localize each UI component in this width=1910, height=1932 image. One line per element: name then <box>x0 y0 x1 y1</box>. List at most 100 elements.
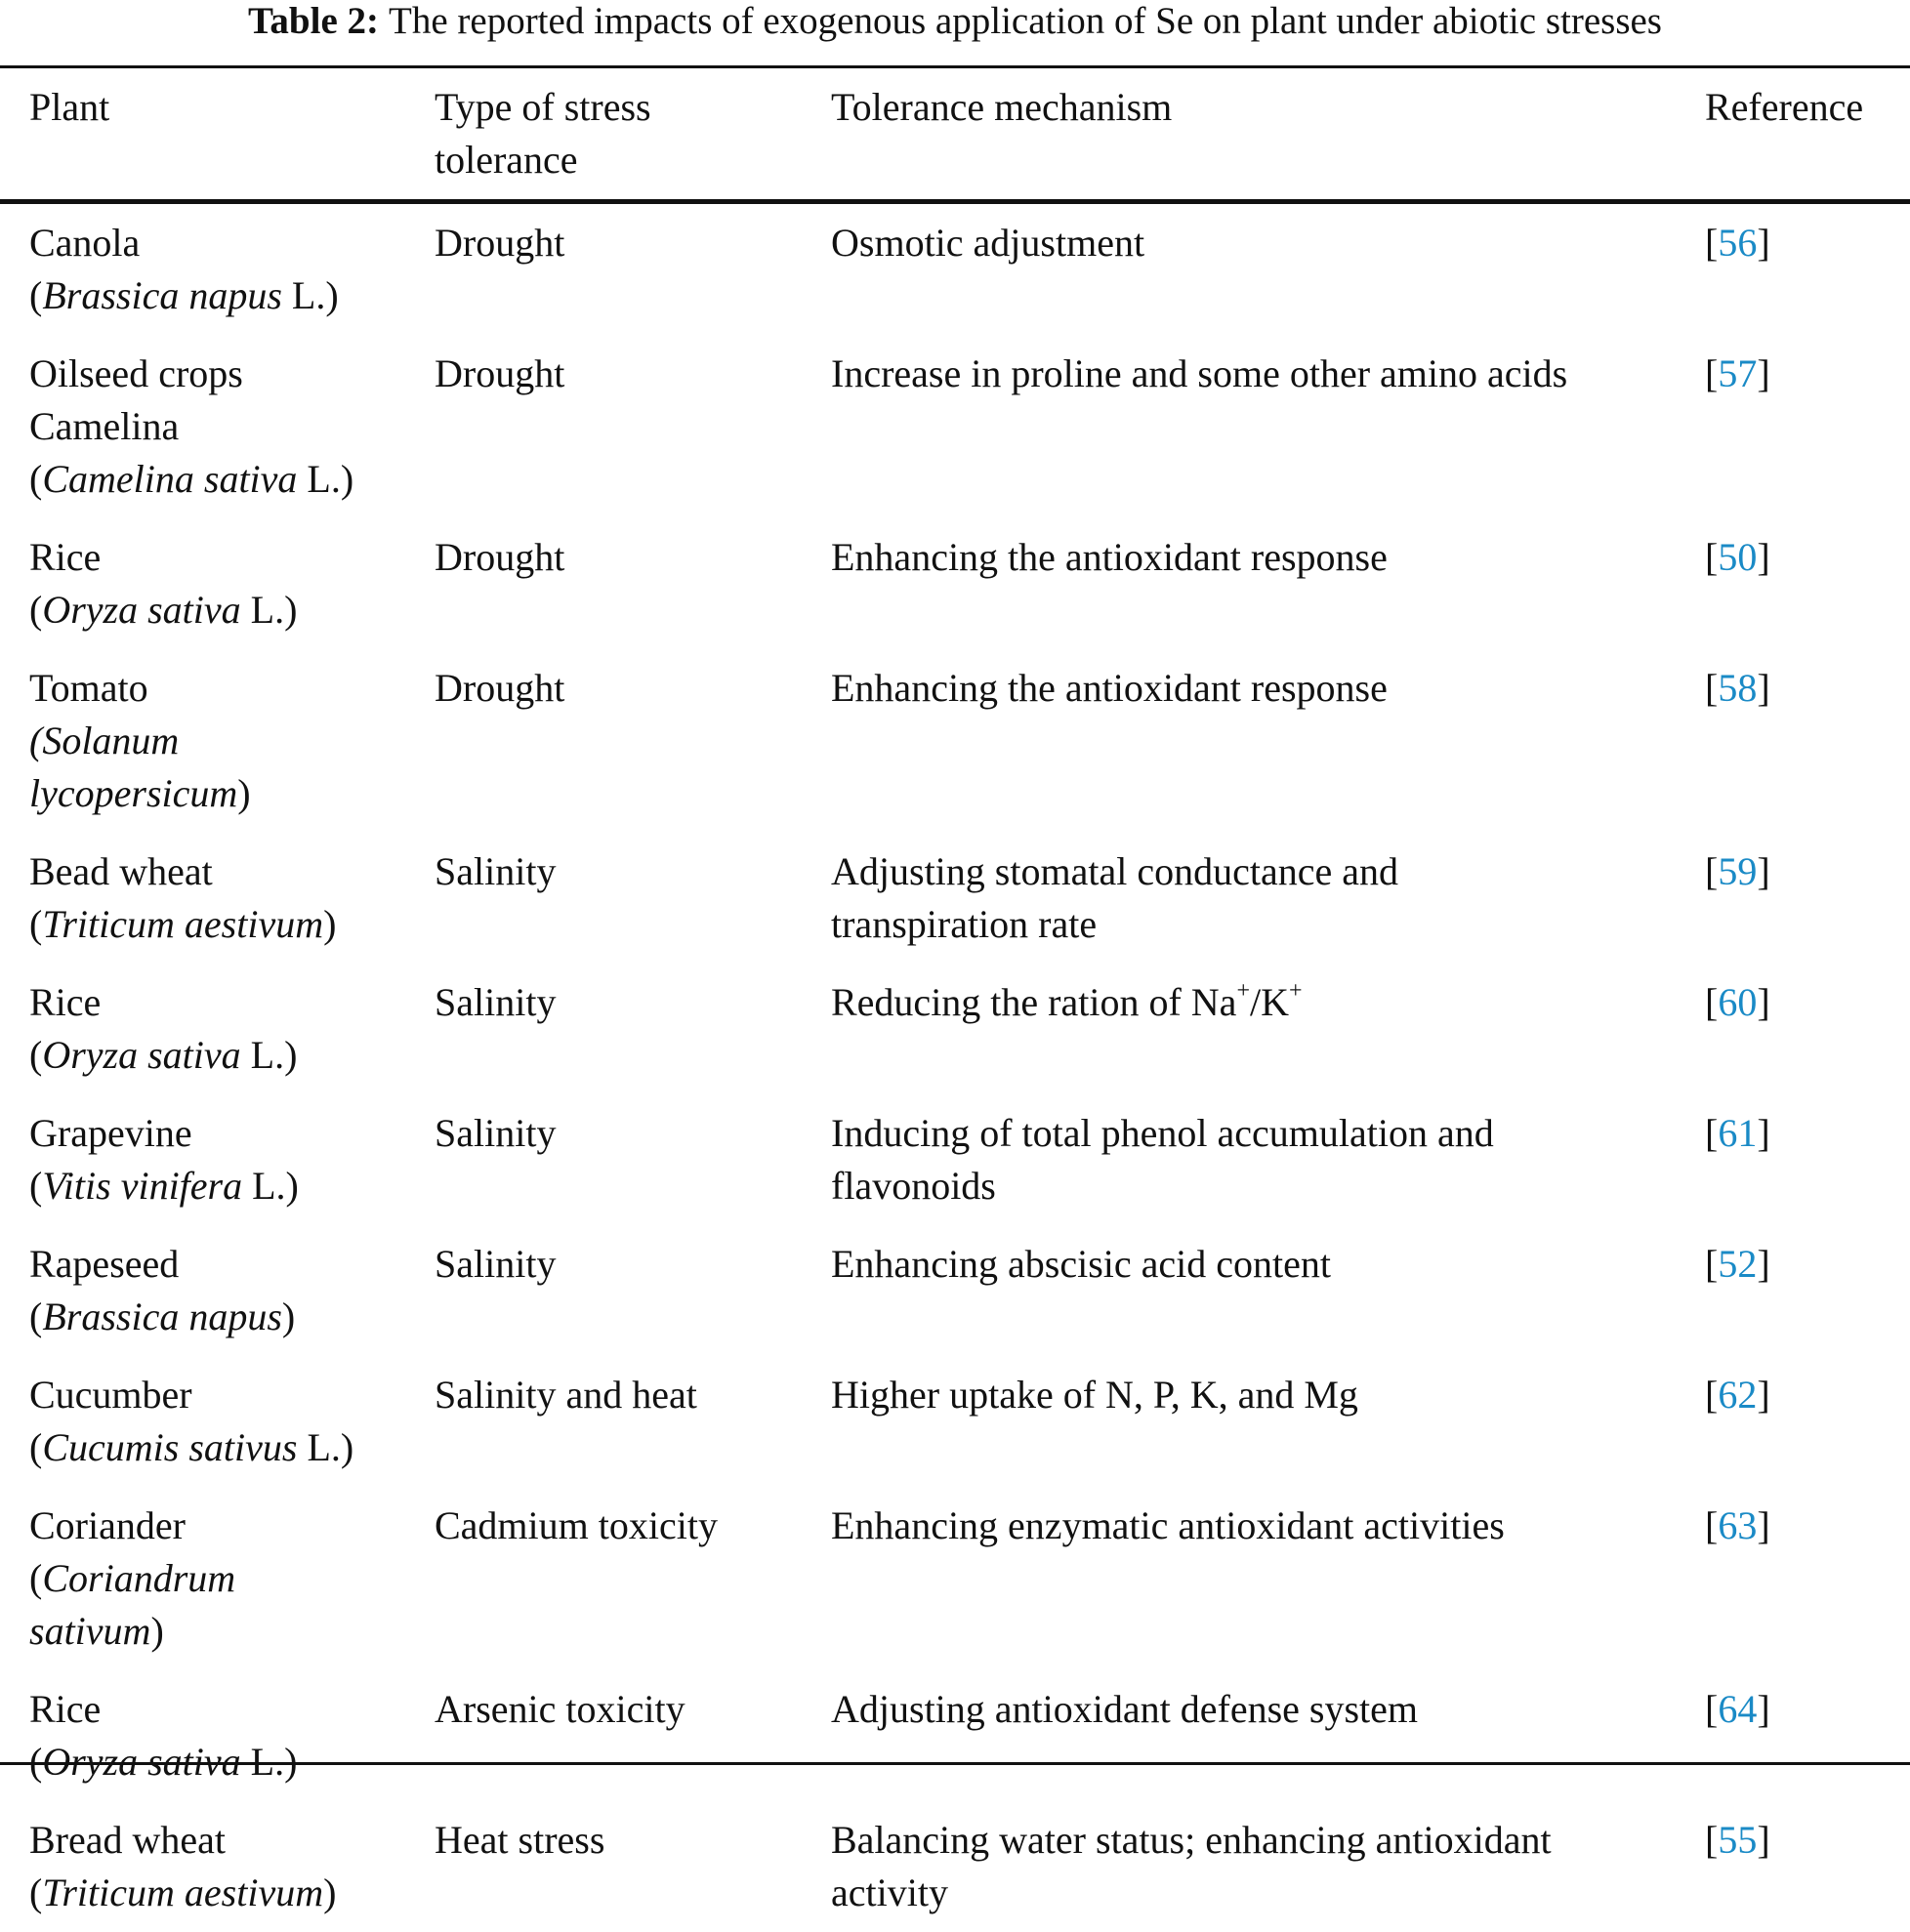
text: Tomato <box>29 666 148 710</box>
text: Cadmium toxicity <box>435 1503 718 1547</box>
text: L.) <box>242 1164 299 1208</box>
cell-line: (Brassica napus L.) <box>29 269 339 322</box>
text: Drought <box>435 666 565 710</box>
scientific-name: lycopersicum <box>29 771 238 815</box>
cell-line: Reducing the ration of Na+/K+ <box>831 976 1303 1029</box>
cell-line: (Cucumis sativus L.) <box>29 1421 353 1474</box>
reference-link[interactable]: 57 <box>1718 351 1758 395</box>
reference-link[interactable]: 55 <box>1718 1818 1758 1862</box>
mechanism-cell: Increase in proline and some other amino… <box>831 348 1567 400</box>
reference-link[interactable]: 52 <box>1718 1242 1758 1286</box>
cell-line: Rice <box>29 531 297 584</box>
text: Enhancing abscisic acid content <box>831 1242 1332 1286</box>
text: ) <box>323 902 337 946</box>
text: ( <box>29 1556 43 1600</box>
text: Heat stress <box>435 1818 605 1862</box>
cell-line: Rice <box>29 976 297 1029</box>
cell-line: (Brassica napus) <box>29 1291 295 1343</box>
reference-cell: [55] <box>1705 1818 1770 1862</box>
stress-type-cell: Salinity <box>435 1238 556 1291</box>
cell-line: Drought <box>435 531 564 584</box>
cell-line: Drought <box>435 348 564 400</box>
text: Rice <box>29 1687 102 1731</box>
mechanism-cell: Enhancing the antioxidant response <box>831 531 1388 584</box>
reference-cell: [62] <box>1705 1373 1770 1417</box>
cell-line: lycopersicum) <box>29 767 251 820</box>
text: ( <box>29 1295 43 1338</box>
cell-line: flavonoids <box>831 1160 1494 1213</box>
reference-link[interactable]: 64 <box>1718 1687 1758 1731</box>
reference-link[interactable]: 60 <box>1718 980 1758 1024</box>
cell-line: Inducing of total phenol accumulation an… <box>831 1107 1494 1160</box>
mechanism-cell: Enhancing the antioxidant response <box>831 662 1388 715</box>
reference-link[interactable]: 56 <box>1718 221 1758 265</box>
cell-line: Heat stress <box>435 1814 604 1867</box>
plant-cell: Bread wheat (Triticum aestivum) <box>29 1814 336 1919</box>
text: Inducing of total phenol accumulation an… <box>831 1111 1494 1155</box>
cell-line: Tolerance mechanism <box>831 81 1172 134</box>
text: Salinity and heat <box>435 1373 697 1417</box>
cell-line: Tomato <box>29 662 251 715</box>
cell-line: sativum) <box>29 1605 235 1658</box>
text: ) <box>323 1870 337 1914</box>
column-header: Type of stress tolerance <box>435 81 651 186</box>
reference-link[interactable]: 59 <box>1718 849 1758 893</box>
cell-line: Salinity and heat <box>435 1369 697 1421</box>
text: Adjusting antioxidant defense system <box>831 1687 1419 1731</box>
cell-line: (Triticum aestivum) <box>29 898 336 951</box>
table-caption: Table 2: The reported impacts of exogenou… <box>0 0 1910 43</box>
table-row: Bead wheat (Triticum aestivum) Salinity Adj… <box>0 833 1910 964</box>
reference-link[interactable]: 62 <box>1718 1373 1758 1417</box>
text: tolerance <box>435 138 578 182</box>
reference-cell: [59] <box>1705 849 1770 893</box>
cell-line: Canola <box>29 217 339 269</box>
superscript: + <box>1236 978 1250 1004</box>
text: ( <box>29 1164 43 1208</box>
plant-cell: Oilseed crops Camelina (Camelina sativa L.… <box>29 348 353 506</box>
top-rule <box>0 65 1910 68</box>
text: Enhancing the antioxidant response <box>831 666 1388 710</box>
stress-type-cell: Salinity <box>435 1107 556 1160</box>
text: Drought <box>435 535 565 579</box>
cell-line: Adjusting stomatal conductance and <box>831 845 1398 898</box>
text: ) <box>150 1609 164 1653</box>
text: activity <box>831 1870 948 1914</box>
cell-line: Rice <box>29 1683 297 1736</box>
scientific-name: Cucumis sativus <box>42 1425 298 1469</box>
text: ( <box>29 588 43 632</box>
cell-line: Rapeseed <box>29 1238 295 1291</box>
text: Adjusting stomatal conductance and <box>831 849 1398 893</box>
text: Rice <box>29 980 102 1024</box>
cell-line: Salinity <box>435 845 556 898</box>
cell-line: Bead wheat <box>29 845 336 898</box>
text: Balancing water status; enhancing antiox… <box>831 1818 1552 1862</box>
cell-line: Higher uptake of N, P, K, and Mg <box>831 1369 1358 1421</box>
stress-type-cell: Salinity <box>435 976 556 1029</box>
scientific-name: Triticum aestivum <box>42 902 324 946</box>
reference-link[interactable]: 50 <box>1718 535 1758 579</box>
scientific-name: Brassica napus <box>42 1295 282 1338</box>
text: Plant <box>29 85 110 129</box>
text: Oilseed crops <box>29 351 243 395</box>
scientific-name: Coriandrum <box>42 1556 236 1600</box>
cell-line: (Coriandrum <box>29 1552 235 1605</box>
text: Osmotic adjustment <box>831 221 1145 265</box>
reference-link[interactable]: 58 <box>1718 666 1758 710</box>
table-row: Cucumber (Cucumis sativus L.) Salinity and… <box>0 1356 1910 1487</box>
cell-line: Coriander <box>29 1500 235 1552</box>
reference-link[interactable]: 63 <box>1718 1503 1758 1547</box>
plant-cell: Rapeseed (Brassica napus) <box>29 1238 295 1343</box>
mechanism-cell: Adjusting stomatal conductance and transp… <box>831 845 1398 951</box>
cell-line: Salinity <box>435 976 556 1029</box>
cell-line: tolerance <box>435 134 651 186</box>
reference-cell: [56] <box>1705 221 1770 265</box>
text: ) <box>237 771 251 815</box>
text: Bead wheat <box>29 849 213 893</box>
table-title: The reported impacts of exogenous applic… <box>389 0 1662 42</box>
cell-line: Oilseed crops <box>29 348 353 400</box>
text: L.) <box>240 1033 298 1077</box>
reference-link[interactable]: 61 <box>1718 1111 1758 1155</box>
cell-line: transpiration rate <box>831 898 1398 951</box>
scientific-name: Oryza sativa <box>42 1033 241 1077</box>
plant-cell: Bead wheat (Triticum aestivum) <box>29 845 336 951</box>
